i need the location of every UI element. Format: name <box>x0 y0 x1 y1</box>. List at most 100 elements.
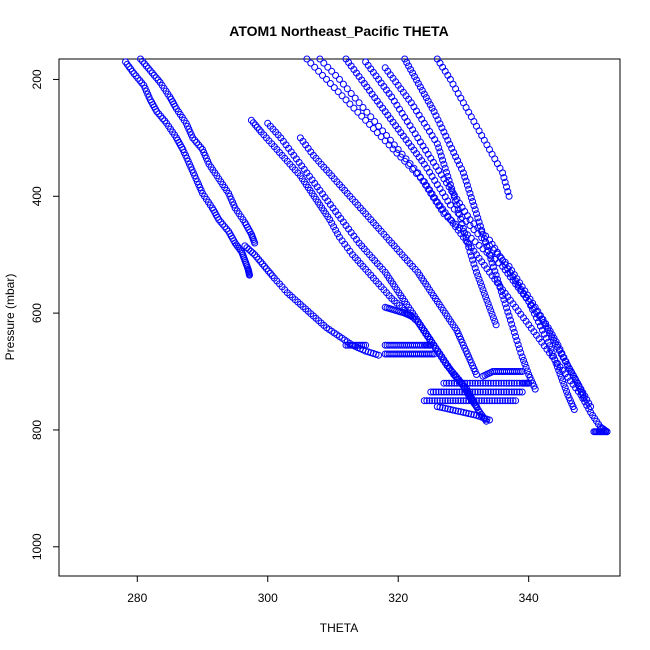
data-point <box>508 388 516 396</box>
data-point <box>497 388 505 396</box>
data-point <box>488 259 496 267</box>
data-point <box>430 108 438 116</box>
data-point <box>153 108 161 116</box>
data-point <box>458 388 466 396</box>
data-point <box>446 406 454 413</box>
data-point <box>245 245 253 253</box>
data-point <box>505 379 513 387</box>
data-point <box>495 388 503 396</box>
data-point <box>247 247 255 255</box>
data-point <box>407 66 415 73</box>
data-point <box>393 149 401 157</box>
data-point <box>540 330 548 338</box>
data-point <box>440 160 448 168</box>
data-point <box>414 80 422 87</box>
data-point <box>429 388 437 396</box>
data-point <box>146 67 154 75</box>
data-point <box>435 144 443 152</box>
data-point <box>504 308 512 316</box>
data-point <box>536 322 544 330</box>
data-point <box>470 397 478 405</box>
data-point <box>328 219 336 227</box>
data-point <box>505 388 513 396</box>
data-point <box>495 279 503 287</box>
data-point <box>330 84 338 92</box>
data-point <box>416 83 424 91</box>
data-point <box>486 416 493 424</box>
data-point <box>479 230 487 238</box>
data-point <box>503 304 510 312</box>
data-point <box>422 94 430 102</box>
data-point <box>513 379 521 387</box>
data-point <box>500 174 508 182</box>
data-point <box>559 377 567 385</box>
data-point <box>514 368 522 375</box>
data-point <box>523 367 531 375</box>
data-point <box>550 352 557 360</box>
data-point <box>510 328 518 336</box>
data-point <box>465 397 473 405</box>
data-point <box>438 124 446 132</box>
data-point <box>469 198 477 205</box>
data-point <box>379 127 387 135</box>
data-point <box>440 388 448 396</box>
data-point <box>529 306 537 314</box>
data-point <box>454 209 462 217</box>
data-point <box>307 59 315 67</box>
data-point <box>459 408 467 416</box>
data-point <box>504 188 512 196</box>
data-point <box>449 397 457 405</box>
data-point <box>436 403 444 411</box>
data-point <box>491 317 499 325</box>
data-point <box>465 185 473 193</box>
data-point <box>510 379 518 387</box>
data-point <box>366 120 373 128</box>
data-point <box>470 202 478 210</box>
data-point <box>462 177 470 185</box>
data-point <box>459 169 467 177</box>
data-point <box>479 388 487 396</box>
data-point <box>478 397 486 405</box>
data-point <box>456 388 463 396</box>
data-point <box>467 234 475 242</box>
data-point <box>217 218 225 226</box>
data-point <box>407 312 415 320</box>
data-point <box>474 388 482 396</box>
data-point <box>439 156 447 164</box>
data-point <box>555 366 563 374</box>
data-point <box>488 397 496 405</box>
data-point <box>338 92 346 100</box>
data-point <box>482 379 490 387</box>
data-point <box>405 62 413 70</box>
data-point <box>430 350 438 358</box>
data-point <box>443 388 450 396</box>
data-point <box>587 403 595 411</box>
y-tick-label: 1000 <box>30 533 44 560</box>
data-point <box>471 264 479 272</box>
data-point <box>504 397 512 405</box>
data-point <box>459 224 467 232</box>
data-point <box>459 227 467 235</box>
data-point <box>328 67 336 75</box>
data-point <box>362 341 370 349</box>
data-point <box>266 269 274 277</box>
data-point <box>423 397 431 405</box>
data-point <box>375 351 383 359</box>
data-point <box>255 255 263 263</box>
data-point <box>475 218 483 226</box>
data-point <box>497 288 505 295</box>
data-point <box>525 297 533 305</box>
data-point <box>513 388 521 396</box>
data-point <box>466 388 474 396</box>
data-point <box>505 192 513 200</box>
data-point <box>251 251 259 259</box>
data-point <box>544 324 552 332</box>
data-point <box>461 388 469 396</box>
data-point <box>479 379 487 387</box>
data-point <box>130 70 138 78</box>
data-point <box>486 303 493 311</box>
data-point <box>324 63 332 71</box>
data-point <box>251 239 259 247</box>
data-point <box>457 397 465 405</box>
data-point <box>223 225 231 233</box>
